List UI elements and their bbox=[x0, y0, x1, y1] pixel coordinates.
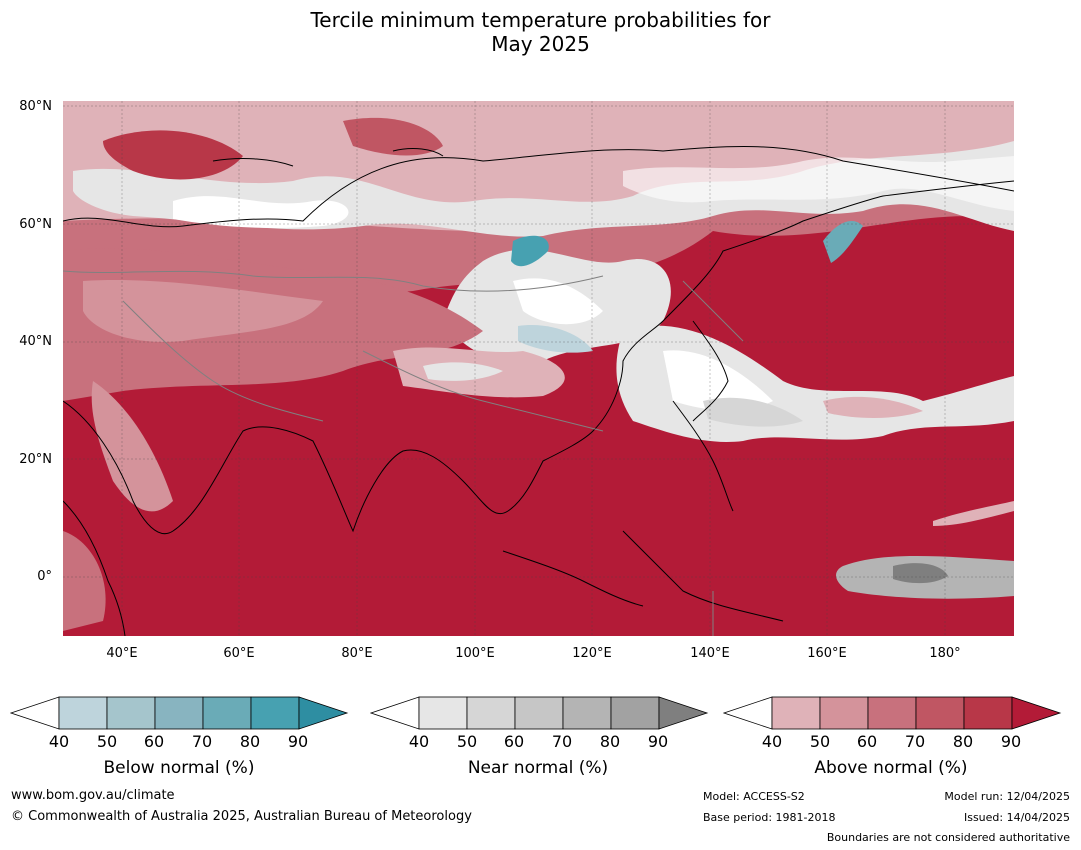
region-tibet-near bbox=[423, 362, 503, 381]
lat-label-80n: 80°N bbox=[19, 99, 52, 114]
colorbar-high-extend bbox=[658, 696, 709, 730]
cb-near-tick-60: 60 bbox=[503, 732, 525, 751]
cb-above-tick-90: 90 bbox=[1000, 732, 1022, 751]
region-eq-pink-streak bbox=[933, 501, 1014, 526]
lat-label-40n: 40°N bbox=[19, 334, 52, 349]
region-baikal-below bbox=[511, 235, 549, 267]
cb-below-tick-50: 50 bbox=[96, 732, 118, 751]
footer-model: Model: ACCESS-S2 bbox=[703, 790, 805, 803]
cb-below-tick-40: 40 bbox=[48, 732, 70, 751]
colorbar-high-extend bbox=[298, 696, 349, 730]
cb-near-tick-70: 70 bbox=[551, 732, 573, 751]
title-line-1: Tercile minimum temperature probabilitie… bbox=[310, 8, 771, 32]
footer-copyright: © Commonwealth of Australia 2025, Austra… bbox=[11, 809, 472, 824]
cb-near-tick-40: 40 bbox=[408, 732, 430, 751]
title-line-2: May 2025 bbox=[491, 32, 590, 56]
footer-url[interactable]: www.bom.gov.au/climate bbox=[11, 788, 175, 803]
region-pacific-gray bbox=[703, 397, 803, 427]
cb-near-label: Near normal (%) bbox=[467, 758, 609, 778]
cb-below-tick-80: 80 bbox=[239, 732, 261, 751]
lon-label-180: 180° bbox=[929, 646, 961, 661]
colorbar-segment bbox=[202, 696, 252, 730]
lon-label-80e: 80°E bbox=[341, 646, 373, 661]
footer-base-period: Base period: 1981-2018 bbox=[703, 811, 836, 824]
region-mongolia-white bbox=[513, 278, 603, 325]
lon-label-120e: 120°E bbox=[572, 646, 612, 661]
lon-label-160e: 160°E bbox=[807, 646, 847, 661]
region-ne-white bbox=[623, 156, 1014, 211]
colorbar-above bbox=[723, 696, 1062, 730]
colorbar-segment bbox=[58, 696, 108, 730]
colorbar-low-extend bbox=[10, 696, 60, 730]
colorbar-segment bbox=[915, 696, 965, 730]
graticule bbox=[63, 101, 1014, 636]
lon-label-40e: 40°E bbox=[106, 646, 138, 661]
lat-label-0: 0° bbox=[37, 569, 52, 584]
cb-below-tick-90: 90 bbox=[287, 732, 309, 751]
colorbar-segment bbox=[106, 696, 156, 730]
colorbar-segment bbox=[418, 696, 468, 730]
region-kamchatka-below bbox=[823, 221, 863, 263]
map-svg bbox=[63, 101, 1014, 636]
region-midlat-pink bbox=[83, 280, 323, 342]
cb-below-tick-70: 70 bbox=[191, 732, 213, 751]
colorbar-segment bbox=[562, 696, 612, 730]
lat-label-60n: 60°N bbox=[19, 217, 52, 232]
colorbar-low-extend bbox=[370, 696, 420, 730]
colorbar-low-extend bbox=[723, 696, 773, 730]
region-russia-red bbox=[103, 130, 243, 180]
probability-map bbox=[63, 101, 1014, 636]
region-arabia-pink bbox=[91, 381, 173, 512]
cb-near-tick-50: 50 bbox=[456, 732, 478, 751]
colorbar-segment bbox=[250, 696, 300, 730]
region-eq-pacific-dark bbox=[893, 563, 948, 584]
lon-label-140e: 140°E bbox=[690, 646, 730, 661]
colorbar-segment bbox=[771, 696, 821, 730]
cb-below-label: Below normal (%) bbox=[103, 758, 255, 778]
colorbar-segment bbox=[514, 696, 564, 730]
cb-near-tick-90: 90 bbox=[647, 732, 669, 751]
coastlines bbox=[63, 146, 1014, 636]
lon-label-60e: 60°E bbox=[223, 646, 255, 661]
footer-model-run: Model run: 12/04/2025 bbox=[944, 790, 1070, 803]
colorbar-segment bbox=[610, 696, 660, 730]
cb-above-label: Above normal (%) bbox=[814, 758, 968, 778]
footer-boundaries: Boundaries are not considered authoritat… bbox=[826, 831, 1070, 844]
cb-below-tick-60: 60 bbox=[143, 732, 165, 751]
chart-title: Tercile minimum temperature probabilitie… bbox=[0, 8, 1081, 56]
region-pacific-pink bbox=[823, 396, 923, 418]
lon-label-100e: 100°E bbox=[455, 646, 495, 661]
colorbar-segment bbox=[819, 696, 869, 730]
cb-above-tick-40: 40 bbox=[761, 732, 783, 751]
lat-label-20n: 20°N bbox=[19, 452, 52, 467]
cb-above-tick-70: 70 bbox=[904, 732, 926, 751]
region-africa-red bbox=[63, 531, 106, 631]
cb-above-tick-60: 60 bbox=[856, 732, 878, 751]
region-siberia-red bbox=[343, 117, 443, 156]
region-pacific-white bbox=[663, 350, 773, 411]
cb-above-tick-50: 50 bbox=[809, 732, 831, 751]
colorbar-segment bbox=[154, 696, 204, 730]
colorbar-high-extend bbox=[1011, 696, 1062, 730]
boundaries bbox=[63, 270, 744, 636]
colorbar-segment bbox=[867, 696, 917, 730]
colorbar-segment bbox=[963, 696, 1013, 730]
region-china-below bbox=[518, 325, 593, 353]
cb-near-tick-80: 80 bbox=[599, 732, 621, 751]
colorbar-segment bbox=[466, 696, 516, 730]
colorbar-near bbox=[370, 696, 709, 730]
colorbar-below bbox=[10, 696, 349, 730]
footer-issued: Issued: 14/04/2025 bbox=[963, 811, 1070, 824]
cb-above-tick-80: 80 bbox=[952, 732, 974, 751]
